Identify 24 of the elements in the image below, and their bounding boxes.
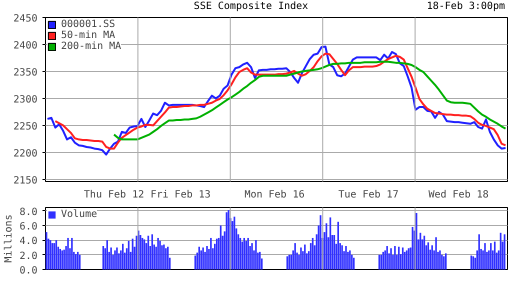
y-tick-label: 2200 <box>13 148 38 160</box>
legend-label: 50-min MA <box>61 30 116 41</box>
x-tick-label: Tue Feb 17 <box>338 190 399 200</box>
y-tick-label: 2400 <box>13 40 38 52</box>
x-tick-label: Mon Feb 16 <box>244 190 305 200</box>
x-tick-label: Fri Feb 13 <box>150 190 211 200</box>
legend-label: Volume <box>61 209 98 220</box>
y-tick-label: 2.0 <box>19 250 38 262</box>
x-tick-label: Wed Feb 18 <box>428 190 489 200</box>
y-tick-label: 2250 <box>13 121 38 132</box>
x-tick-label: Thu Feb 12 <box>84 190 144 200</box>
legend-label: 200-min MA <box>61 41 122 52</box>
y-tick-label: 2450 <box>13 14 38 24</box>
y-axis-title: Millions <box>3 214 14 263</box>
y-tick-label: 2150 <box>13 175 38 186</box>
y-tick-label: 6.0 <box>19 221 38 232</box>
y-tick-label: 4.0 <box>19 236 38 248</box>
legend-label: 000001.SS <box>61 19 116 30</box>
text: 18-Feb 3:00pm <box>426 0 505 13</box>
y-tick-label: 8.0 <box>19 206 38 218</box>
y-tick-label: 0.0 <box>19 266 38 276</box>
y-tick-label: 2300 <box>13 94 38 106</box>
chart-title: SSE Composite Index <box>194 1 308 12</box>
y-tick-label: 2350 <box>13 67 38 78</box>
